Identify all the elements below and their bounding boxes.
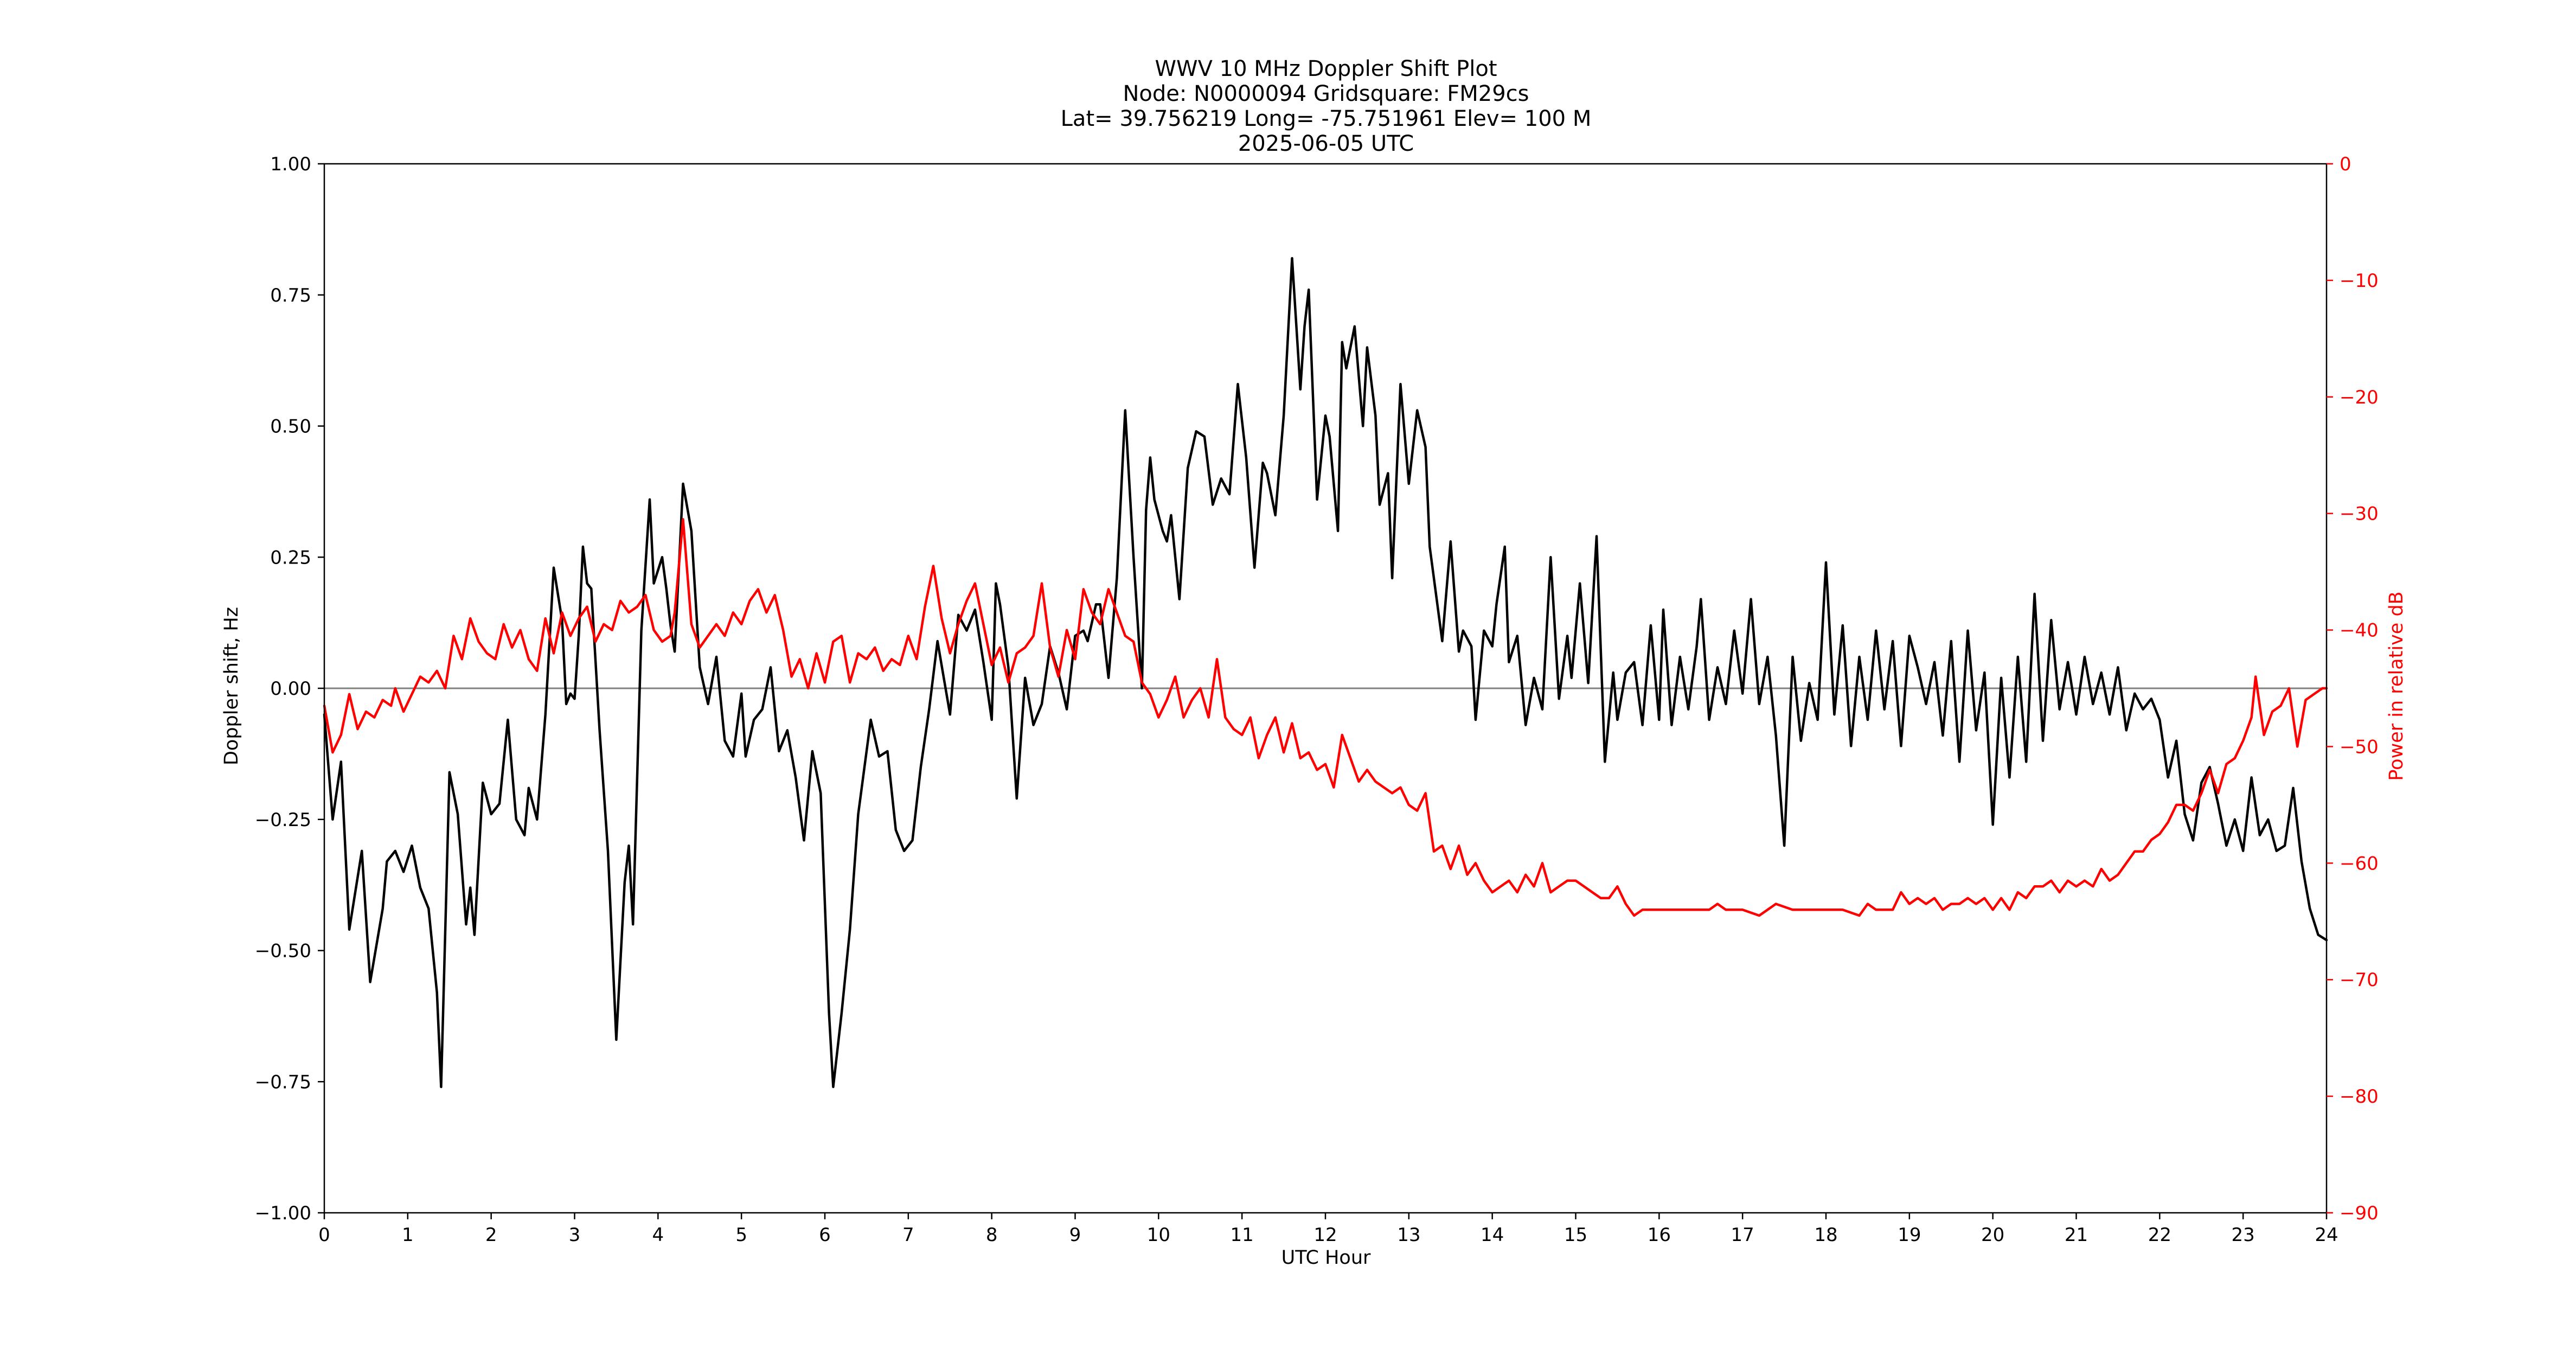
y-right-tick-label: −50	[2340, 736, 2379, 758]
x-tick-label: 14	[1481, 1224, 1504, 1246]
x-tick-label: 1	[402, 1224, 414, 1246]
x-tick-label: 17	[1731, 1224, 1754, 1246]
x-tick-label: 0	[318, 1224, 330, 1246]
x-axis-label: UTC Hour	[1281, 1247, 1371, 1269]
title-line-4: 2025-06-05 UTC	[1238, 131, 1414, 156]
x-tick-label: 20	[1981, 1224, 2004, 1246]
y-right-tick-label: −60	[2340, 853, 2379, 874]
power-series-line	[323, 518, 2328, 917]
x-tick-label: 6	[819, 1224, 831, 1246]
y-left-tick-label: −0.25	[255, 809, 311, 831]
x-tick-label: 24	[2315, 1224, 2338, 1246]
y-right-tick-label: −20	[2340, 387, 2379, 408]
y-right-tick-label: −40	[2340, 620, 2379, 642]
x-tick-label: 16	[1648, 1224, 1671, 1246]
plot-area	[323, 257, 2328, 1089]
y-axis-label-left: Doppler shift, Hz	[221, 607, 242, 765]
y-left-tick-label: 0.00	[270, 678, 311, 700]
y-left-tick-label: 0.75	[270, 285, 311, 306]
x-tick-label: 10	[1147, 1224, 1170, 1246]
y-left-tick-label: 0.25	[270, 547, 311, 568]
x-tick-label: 8	[986, 1224, 998, 1246]
y-right-tick-label: −80	[2340, 1086, 2379, 1108]
y-left-tick-label: −0.50	[255, 941, 311, 962]
chart-title: WWV 10 MHz Doppler Shift Plot Node: N000…	[1061, 56, 1592, 156]
doppler-series-line	[323, 257, 2328, 1089]
y-left-tick-label: 1.00	[270, 153, 311, 175]
x-tick-label: 23	[2232, 1224, 2255, 1246]
y-left-tick-label: −1.00	[255, 1203, 311, 1224]
x-tick-label: 2	[485, 1224, 497, 1246]
x-tick-label: 13	[1397, 1224, 1420, 1246]
title-line-3: Lat= 39.756219 Long= -75.751961 Elev= 10…	[1061, 106, 1592, 131]
y-right-tick-label: −10	[2340, 270, 2379, 292]
x-tick-label: 5	[735, 1224, 747, 1246]
title-line-1: WWV 10 MHz Doppler Shift Plot	[1155, 56, 1497, 81]
x-tick-label: 4	[652, 1224, 664, 1246]
x-tick-label: 18	[1814, 1224, 1837, 1246]
x-tick-label: 19	[1898, 1224, 1921, 1246]
x-tick-label: 15	[1564, 1224, 1587, 1246]
y-right-tick-label: −30	[2340, 503, 2379, 525]
y-right-tick-label: −90	[2340, 1203, 2379, 1224]
x-tick-label: 22	[2148, 1224, 2171, 1246]
title-line-2: Node: N0000094 Gridsquare: FM29cs	[1123, 81, 1529, 106]
x-tick-label: 9	[1069, 1224, 1081, 1246]
x-tick-label: 7	[902, 1224, 914, 1246]
y-left-tick-label: 0.50	[270, 416, 311, 438]
y-right-tick-label: 0	[2340, 153, 2351, 175]
x-tick-label: 3	[569, 1224, 581, 1246]
x-tick-label: 11	[1231, 1224, 1254, 1246]
y-left-tick-label: −0.75	[255, 1071, 311, 1093]
y-right-tick-label: −70	[2340, 969, 2379, 991]
axes: 0 1 2 3 4 5 6 7 8 9 10 11 12 13 14 15 16 17 18 19 20 21 22 23 24…	[255, 153, 2379, 1246]
y-axis-label-right: Power in relative dB	[2386, 591, 2407, 781]
x-tick-label: 21	[2065, 1224, 2088, 1246]
x-tick-label: 12	[1313, 1224, 1337, 1246]
